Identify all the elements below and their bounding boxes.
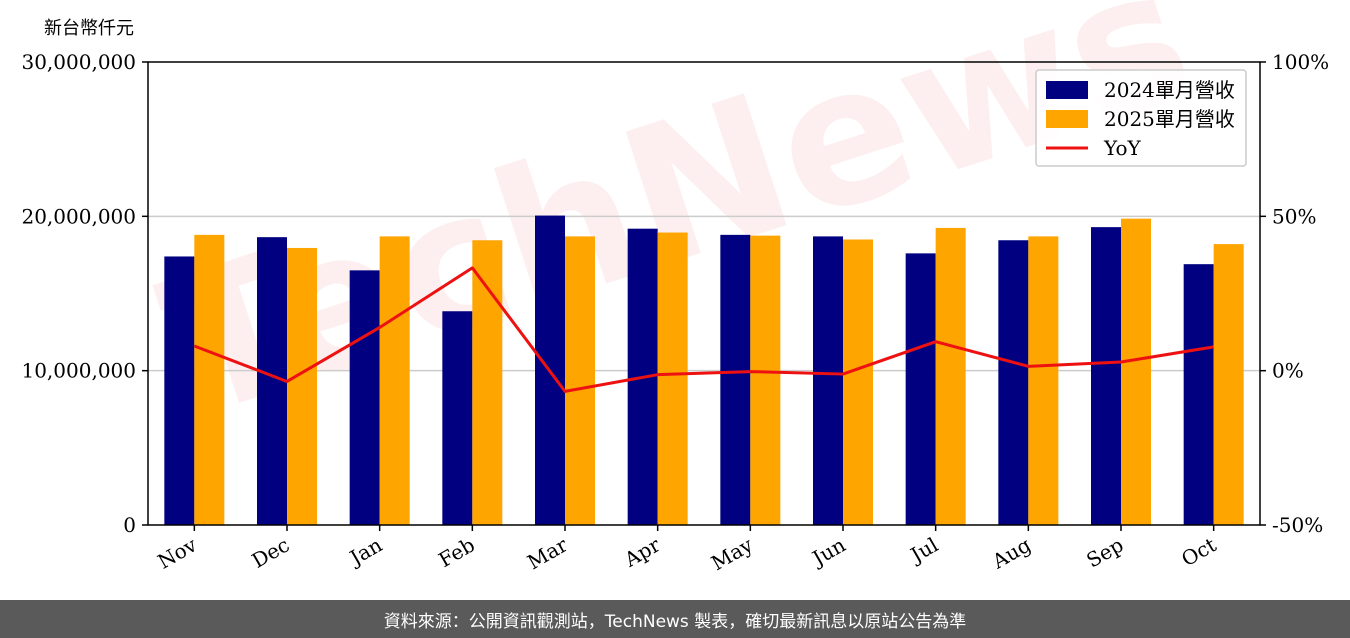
bar-2024-oct: [1183, 264, 1214, 525]
x-tick-label: Jan: [344, 532, 386, 570]
y-right-tick-label: 0%: [1272, 359, 1304, 383]
bar-2024-jun: [813, 236, 843, 525]
legend-label: 2024單月營收: [1104, 78, 1235, 102]
bar-2025-apr: [657, 232, 688, 525]
y-right-tick-label: 50%: [1272, 204, 1316, 228]
y-right-tick-label: 100%: [1272, 50, 1329, 74]
bar-2024-jan: [349, 270, 380, 525]
source-footer: 資料來源：公開資訊觀測站，TechNews 製表，確切最新訊息以原站公告為準: [0, 600, 1350, 638]
bar-2024-may: [720, 234, 751, 525]
bar-2025-nov: [194, 234, 225, 525]
bar-2025-mar: [565, 236, 595, 525]
x-tick-label: Jul: [905, 533, 942, 568]
y-left-tick-label: 0: [123, 513, 136, 537]
y-left-tick-label: 30,000,000: [21, 50, 136, 74]
bar-2025-jan: [379, 236, 410, 525]
bar-2025-jun: [843, 239, 873, 525]
x-tick-label: Apr: [619, 532, 664, 572]
yoy-line: [193, 266, 1214, 393]
bar-2024-sep: [1091, 227, 1121, 526]
bar-2025-feb: [472, 240, 503, 525]
bar-2025-may: [750, 235, 781, 525]
x-tick-label: Sep: [1082, 533, 1127, 573]
y-left-tick-label: 20,000,000: [21, 204, 136, 228]
x-tick-label: May: [707, 532, 757, 575]
x-tick-label: Jun: [807, 532, 850, 571]
legend-box: [1035, 69, 1247, 167]
bar-2025-jul: [935, 227, 966, 526]
plot-frame: [147, 61, 1261, 526]
y-right-tick-label: -50%: [1272, 513, 1323, 537]
grid-lines: [148, 215, 1260, 372]
legend-swatch: [1046, 110, 1088, 128]
x-tick-label: Oct: [1177, 533, 1220, 572]
legend-label: YoY: [1103, 136, 1142, 160]
bar-2024-jul: [905, 253, 936, 525]
x-tick-label: Dec: [248, 533, 294, 573]
legend-label: 2025單月營收: [1104, 107, 1235, 131]
bar-2024-feb: [442, 311, 473, 525]
bars: [164, 215, 1244, 526]
bar-2025-dec: [287, 247, 317, 525]
bar-2025-sep: [1121, 218, 1151, 526]
y-left-tick-label: 10,000,000: [21, 359, 136, 383]
x-tick-label: Mar: [523, 532, 572, 574]
x-tick-label: Nov: [153, 532, 201, 574]
bar-2025-aug: [1028, 236, 1059, 525]
revenue-chart: 0 10,000,000 20,000,000 30,000,000 -50% 0% 50%…: [21, 50, 1329, 575]
y-axis-unit-label: 新台幣仟元: [44, 18, 134, 39]
legend-swatch: [1046, 81, 1088, 99]
x-tick-label: Aug: [987, 532, 1035, 573]
bar-2024-aug: [998, 240, 1029, 525]
bar-2024-nov: [164, 256, 195, 525]
x-tick-label: Feb: [434, 533, 478, 572]
yoy-line-path: [193, 266, 1214, 393]
legend: 2024單月營收 2025單月營收 YoY: [1035, 69, 1247, 167]
bar-2025-oct: [1213, 244, 1244, 525]
